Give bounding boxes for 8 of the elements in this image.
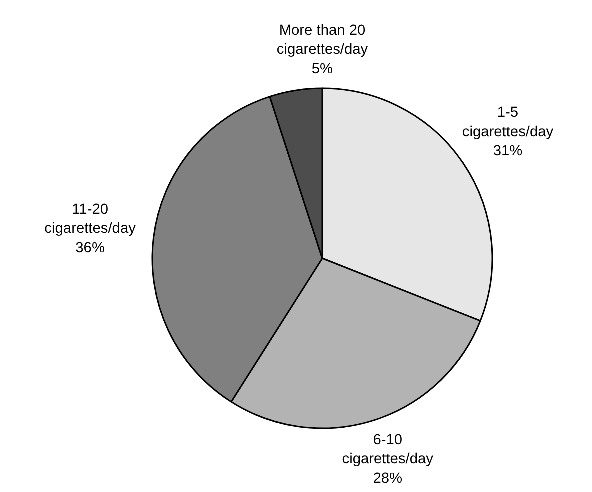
slice-label: 1-5 cigarettes/day <box>462 105 554 140</box>
data-label: 36% <box>76 240 105 256</box>
slice-label: More than 20 cigarettes/day <box>276 23 369 58</box>
data-label: 31% <box>493 144 523 160</box>
data-label: 5% <box>312 61 334 78</box>
slice-label: 11-20 cigarettes/day <box>44 202 137 238</box>
data-label: 28% <box>373 470 403 487</box>
slice-label: 6-10 cigarettes/day <box>342 432 434 468</box>
